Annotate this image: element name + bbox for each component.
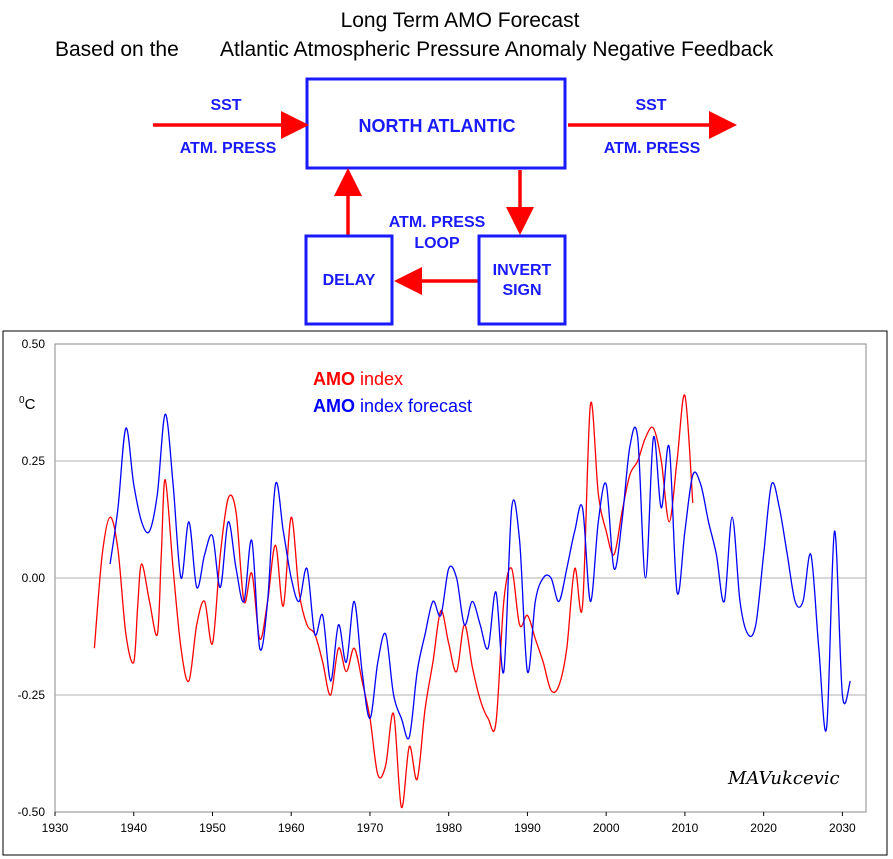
legend-item-amo-index: AMO index [313,369,403,389]
input-label-sst: SST [210,97,241,114]
delay-label: DELAY [323,272,376,289]
series-line-amo-forecast [109,413,851,740]
y-tick-label: 0.50 [22,337,46,351]
chart-title-line2-b: Atlantic Atmospheric Pressure Anomaly Ne… [220,38,774,61]
feedback-diagram: NORTH ATLANTIC SST ATM. PRESS SST ATM. P… [153,77,737,326]
north-atlantic-label: NORTH ATLANTIC [359,116,516,136]
y-tick-label: 0.00 [22,571,46,585]
x-tick-label: 1950 [199,821,226,835]
loop-label-loop: LOOP [414,235,460,252]
output-label-sst: SST [635,97,666,114]
y-axis-ticks: 0.50 0.25 0.00 -0.25 -0.50 [18,337,46,819]
sign-label: SIGN [502,282,541,299]
x-tick-label: 1960 [278,821,305,835]
x-tick-label: 1930 [42,821,69,835]
chart-title-line1: Long Term AMO Forecast [341,9,580,32]
y-tick-label: -0.50 [18,805,46,819]
x-axis-ticks: 1930 1940 1950 1960 1970 1980 1990 2000 2010 2020… [42,812,856,835]
output-label-atm-press: ATM. PRESS [604,140,701,157]
series-line-amo-index [93,394,694,808]
invert-sign-block [477,234,567,326]
delay-block [304,234,394,326]
x-tick-label: 2010 [672,821,699,835]
x-tick-label: 1990 [514,821,541,835]
x-tick-label: 1940 [120,821,147,835]
invert-label: INVERT [493,262,552,279]
y-tick-label: 0.25 [22,454,46,468]
input-label-atm-press: ATM. PRESS [180,140,277,157]
x-tick-label: 1970 [357,821,384,835]
series-lines [93,394,851,808]
gridlines [55,460,866,696]
y-unit-label: 0C [19,395,36,413]
x-tick-label: 2020 [750,821,777,835]
loop-label-atm-press: ATM. PRESS [389,214,486,231]
legend: AMO index AMO index forecast [313,369,472,416]
x-tick-label: 1980 [435,821,462,835]
x-tick-label: 2000 [593,821,620,835]
x-tick-label: 2030 [829,821,856,835]
legend-item-amo-forecast: AMO index forecast [313,396,472,416]
y-tick-label: -0.25 [18,688,46,702]
author-signature: MAVukcevic [727,768,840,789]
chart-title-line2-a: Based on the [55,38,179,61]
